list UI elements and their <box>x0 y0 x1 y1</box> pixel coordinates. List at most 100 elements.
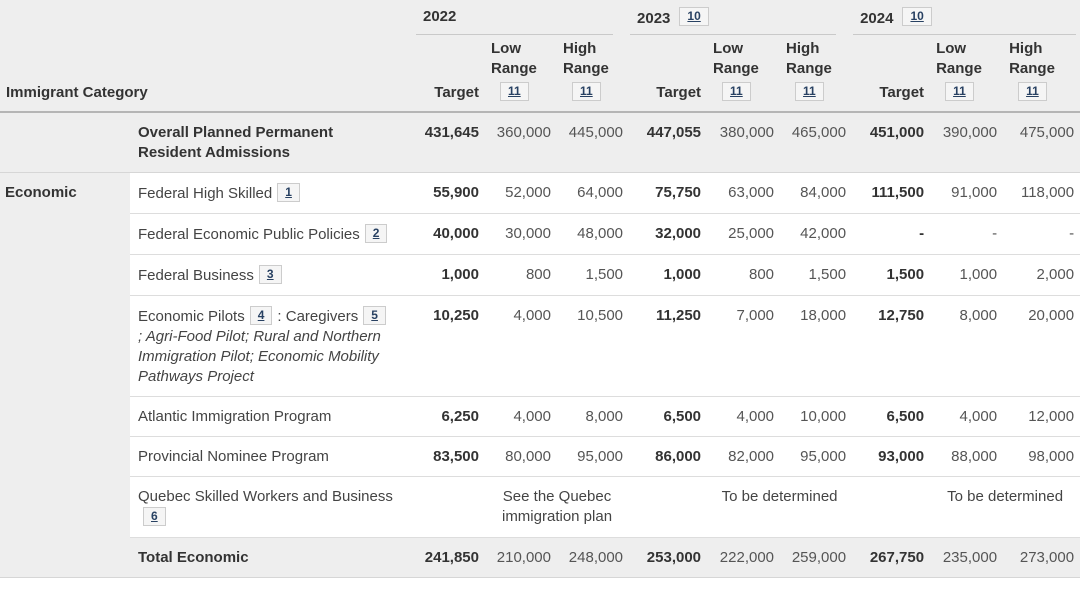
value-cell: 48,000 <box>557 213 630 255</box>
value-cell: 360,000 <box>485 112 557 173</box>
value-cell: 64,000 <box>557 172 630 214</box>
value-cell: 75,750 <box>629 172 708 214</box>
value-cell: 32,000 <box>629 213 708 255</box>
table-row: Atlantic Immigration Program 6,250 4,000 8,… <box>0 396 1080 437</box>
target-header-2024: Target <box>852 35 931 113</box>
footnote-10-link[interactable]: 10 <box>679 7 709 26</box>
program-cell: Economic Pilots 4: Caregivers 5 ; Agri-Food… <box>130 295 415 397</box>
footnote-link[interactable]: 5 <box>363 306 386 325</box>
value-cell: 7,000 <box>707 295 781 397</box>
value-cell: 210,000 <box>485 537 557 578</box>
value-cell: 445,000 <box>557 112 630 173</box>
value-cell: 273,000 <box>1003 537 1080 578</box>
value-cell: 465,000 <box>780 112 853 173</box>
footnote-link[interactable]: 3 <box>258 265 282 284</box>
low-range-header-2024: Low Range 11 <box>930 35 1004 113</box>
value-cell: 93,000 <box>852 436 931 477</box>
value-cell-empty <box>415 476 485 538</box>
value-cell-empty <box>629 476 708 538</box>
program-text: Overall Planned Permanent Resident Admis… <box>138 124 334 161</box>
table-row: Federal Economic Public Policies 2 40,000 3… <box>0 213 1080 255</box>
header-corner-cell <box>0 0 415 35</box>
value-cell: 800 <box>707 254 781 296</box>
summary-row: Total Economic 241,850 210,000 248,000 253,0… <box>0 537 1080 578</box>
value-cell: - <box>930 213 1004 255</box>
program-text: : Caregivers <box>277 308 359 325</box>
value-cell: 6,250 <box>415 396 485 437</box>
footnote-link[interactable]: 2 <box>364 224 388 243</box>
footnote-11-link[interactable]: 11 <box>795 82 824 101</box>
value-cell: 447,055 <box>629 112 708 173</box>
value-cell-empty <box>852 476 931 538</box>
program-cell: Federal High Skilled 1 <box>130 172 415 214</box>
value-cell: 80,000 <box>485 436 557 477</box>
value-cell: 88,000 <box>930 436 1004 477</box>
immigrant-category-header: Immigrant Category <box>0 35 415 113</box>
value-cell: 1,500 <box>557 254 630 296</box>
program-text: Federal Economic Public Policies <box>138 226 360 243</box>
table-row: Quebec Skilled Workers and Business 6 See … <box>0 476 1080 538</box>
value-cell: 4,000 <box>485 396 557 437</box>
summary-row: Overall Planned Permanent Resident Admis… <box>0 112 1080 173</box>
category-cell <box>0 112 130 173</box>
value-cell: 12,000 <box>1003 396 1080 437</box>
value-cell: 42,000 <box>780 213 853 255</box>
value-cell: 2,000 <box>1003 254 1080 296</box>
year-header-2022: 2022 <box>415 0 630 35</box>
value-cell: 10,250 <box>415 295 485 397</box>
footnote-link[interactable]: 4 <box>249 306 273 325</box>
value-cell: 800 <box>485 254 557 296</box>
footnote-11-link[interactable]: 11 <box>500 82 529 101</box>
footnote-11-link[interactable]: 11 <box>572 82 601 101</box>
program-cell: Federal Economic Public Policies 2 <box>130 213 415 255</box>
value-cell: 1,000 <box>629 254 708 296</box>
year-label-2022: 2022 <box>423 8 457 25</box>
high-range-header-2024: High Range 11 <box>1003 35 1080 113</box>
value-cell: 248,000 <box>557 537 630 578</box>
high-range-label: High Range <box>1009 40 1055 77</box>
footnote-11-link[interactable]: 11 <box>1018 82 1047 101</box>
program-cell: Overall Planned Permanent Resident Admis… <box>130 112 415 173</box>
value-cell: 98,000 <box>1003 436 1080 477</box>
value-cell: 95,000 <box>780 436 853 477</box>
footnote-link[interactable]: 6 <box>143 507 166 526</box>
low-range-label: Low Range <box>936 40 982 77</box>
value-cell: 55,900 <box>415 172 485 214</box>
program-cell: Federal Business 3 <box>130 254 415 296</box>
value-cell: 95,000 <box>557 436 630 477</box>
footnote-link[interactable]: 1 <box>277 183 300 202</box>
value-cell: 10,000 <box>780 396 853 437</box>
program-text: Total Economic <box>138 549 249 566</box>
high-range-header-2022: High Range 11 <box>557 35 630 113</box>
footnote-11-link[interactable]: 11 <box>722 82 751 101</box>
footnote-10-link[interactable]: 10 <box>902 7 932 26</box>
year-label-2023: 2023 <box>637 10 671 27</box>
high-range-label: High Range <box>563 40 609 77</box>
year-header-2024: 2024 10 <box>852 0 1080 35</box>
program-text: Quebec Skilled Workers and Business <box>138 488 393 505</box>
value-cell: 86,000 <box>629 436 708 477</box>
value-cell: 12,750 <box>852 295 931 397</box>
value-cell: 4,000 <box>707 396 781 437</box>
value-cell: 10,500 <box>557 295 630 397</box>
category-cell <box>0 537 130 578</box>
low-range-header-2022: Low Range 11 <box>485 35 557 113</box>
high-range-header-2023: High Range 11 <box>780 35 853 113</box>
low-range-label: Low Range <box>713 40 759 77</box>
target-header-2022: Target <box>415 35 485 113</box>
footnote-11-link[interactable]: 11 <box>945 82 974 101</box>
low-range-header-2023: Low Range 11 <box>707 35 781 113</box>
value-cell: 267,750 <box>852 537 931 578</box>
program-text: Federal High Skilled <box>138 185 273 202</box>
value-cell: 390,000 <box>930 112 1004 173</box>
value-cell: 1,500 <box>852 254 931 296</box>
table-row: Economic Pilots 4: Caregivers 5 ; Agri-Food… <box>0 295 1080 397</box>
program-text: Federal Business <box>138 267 254 284</box>
value-cell: 111,500 <box>852 172 931 214</box>
value-cell: 8,000 <box>930 295 1004 397</box>
value-cell: 30,000 <box>485 213 557 255</box>
value-cell: 40,000 <box>415 213 485 255</box>
value-cell: 253,000 <box>629 537 708 578</box>
value-cell: 235,000 <box>930 537 1004 578</box>
value-cell: 241,850 <box>415 537 485 578</box>
